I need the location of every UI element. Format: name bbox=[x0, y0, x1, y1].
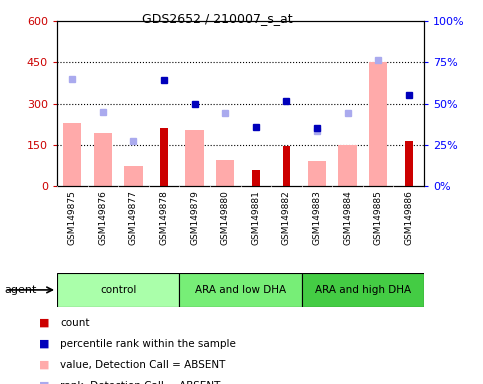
Text: GSM149875: GSM149875 bbox=[68, 190, 77, 245]
Text: ■: ■ bbox=[39, 360, 49, 370]
Text: GSM149885: GSM149885 bbox=[374, 190, 383, 245]
Bar bbox=[369, 63, 387, 186]
Text: count: count bbox=[60, 318, 90, 328]
Text: agent: agent bbox=[5, 285, 37, 295]
Text: GDS2652 / 210007_s_at: GDS2652 / 210007_s_at bbox=[142, 12, 293, 25]
Text: GSM149886: GSM149886 bbox=[404, 190, 413, 245]
Bar bbox=[283, 146, 290, 186]
Bar bbox=[94, 132, 112, 186]
Text: GSM149877: GSM149877 bbox=[129, 190, 138, 245]
Text: GSM149883: GSM149883 bbox=[313, 190, 322, 245]
Bar bbox=[339, 145, 357, 186]
Text: ■: ■ bbox=[39, 318, 49, 328]
Bar bbox=[160, 129, 168, 186]
Text: ARA and high DHA: ARA and high DHA bbox=[315, 285, 411, 295]
Text: value, Detection Call = ABSENT: value, Detection Call = ABSENT bbox=[60, 360, 226, 370]
Text: percentile rank within the sample: percentile rank within the sample bbox=[60, 339, 236, 349]
Text: ■: ■ bbox=[39, 339, 49, 349]
Text: ■: ■ bbox=[39, 381, 49, 384]
Text: ARA and low DHA: ARA and low DHA bbox=[195, 285, 286, 295]
Bar bbox=[185, 130, 204, 186]
Bar bbox=[216, 160, 234, 186]
Text: GSM149876: GSM149876 bbox=[99, 190, 107, 245]
Bar bbox=[124, 166, 142, 186]
Text: control: control bbox=[100, 285, 136, 295]
Bar bbox=[252, 170, 260, 186]
Bar bbox=[57, 273, 179, 307]
Text: GSM149881: GSM149881 bbox=[251, 190, 260, 245]
Text: GSM149884: GSM149884 bbox=[343, 190, 352, 245]
Bar bbox=[405, 141, 412, 186]
Text: GSM149882: GSM149882 bbox=[282, 190, 291, 245]
Text: GSM149879: GSM149879 bbox=[190, 190, 199, 245]
Bar bbox=[302, 273, 424, 307]
Bar bbox=[63, 123, 82, 186]
Bar bbox=[179, 273, 302, 307]
Text: GSM149880: GSM149880 bbox=[221, 190, 230, 245]
Text: GSM149878: GSM149878 bbox=[159, 190, 169, 245]
Text: rank, Detection Call = ABSENT: rank, Detection Call = ABSENT bbox=[60, 381, 221, 384]
Bar bbox=[308, 162, 326, 186]
